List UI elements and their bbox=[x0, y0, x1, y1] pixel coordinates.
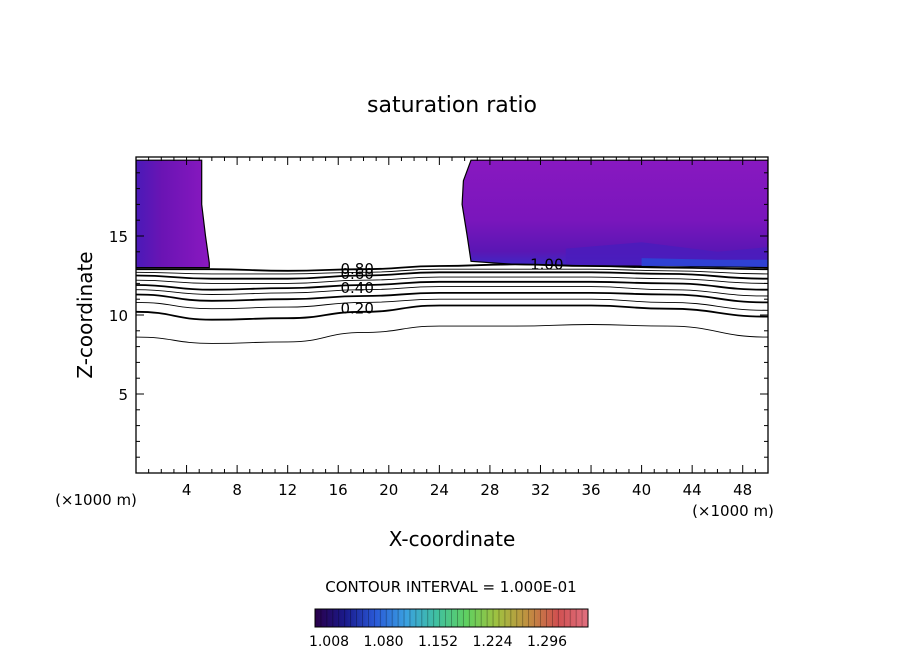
contour-line bbox=[136, 298, 768, 311]
contour-line bbox=[136, 271, 768, 280]
plot-area: 0.800.600.400.201.00 4 8 12 16 20 24 28 32 36 40 4… bbox=[109, 156, 769, 499]
y-tick-label: 10 bbox=[109, 307, 128, 325]
contour-line bbox=[136, 286, 768, 297]
x-tick-label: 40 bbox=[632, 481, 651, 499]
contour-line bbox=[136, 268, 768, 275]
y-axis-label: Z-coordinate bbox=[73, 251, 97, 378]
contour-labels: 0.800.600.40 0.20 1.00 bbox=[340, 255, 563, 317]
x-tick-label: 16 bbox=[329, 481, 348, 499]
contour-line bbox=[136, 263, 768, 272]
contour-label: 1.00 bbox=[530, 255, 563, 273]
contour-label: 0.20 bbox=[340, 300, 373, 318]
shade-band bbox=[641, 258, 768, 267]
colorbar-tick-label: 1.008 bbox=[309, 634, 349, 650]
colorbar-bands bbox=[320, 609, 583, 627]
x-tick-label: 48 bbox=[733, 481, 752, 499]
x-tick-label: 20 bbox=[379, 481, 398, 499]
x-tick-label: 32 bbox=[531, 481, 550, 499]
colorbar-tick-labels: 1.008 1.080 1.152 1.224 1.296 bbox=[309, 634, 567, 650]
contour-line bbox=[136, 292, 768, 304]
contour-interval-text: CONTOUR INTERVAL = 1.000E-01 bbox=[325, 578, 576, 596]
filled-regions bbox=[136, 159, 768, 269]
contour-line bbox=[136, 304, 768, 321]
x-tick-label: 12 bbox=[278, 481, 297, 499]
contour-lines bbox=[136, 263, 768, 344]
y-tick-label: 15 bbox=[109, 228, 128, 246]
x-tick-label: 24 bbox=[430, 481, 449, 499]
contour-line bbox=[136, 324, 768, 344]
x-tick-label: 44 bbox=[683, 481, 702, 499]
contour-label: 0.60 bbox=[340, 265, 373, 283]
filled-region-left bbox=[136, 159, 210, 269]
x-tick-label: 4 bbox=[182, 481, 192, 499]
y-tick-label: 5 bbox=[118, 386, 128, 404]
x-axis-label: X-coordinate bbox=[389, 527, 516, 551]
x-tick-label: 8 bbox=[232, 481, 242, 499]
colorbar-tick-label: 1.152 bbox=[418, 634, 458, 650]
x-tick-label: 28 bbox=[480, 481, 499, 499]
colorbar-tick-label: 1.224 bbox=[472, 634, 512, 650]
colorbar-tick-label: 1.080 bbox=[363, 634, 403, 650]
colorbar-swatch bbox=[315, 609, 588, 627]
colorbar-tick-label: 1.296 bbox=[527, 634, 567, 650]
contour-line bbox=[136, 276, 768, 284]
colorbar-frame bbox=[314, 608, 589, 628]
colorbar: 1.008 1.080 1.152 1.224 1.296 bbox=[309, 608, 589, 650]
contour-label: 0.40 bbox=[340, 279, 373, 297]
x-unit-right: (×1000 m) bbox=[692, 502, 774, 520]
chart-title: saturation ratio bbox=[367, 93, 537, 118]
x-tick-label: 36 bbox=[581, 481, 600, 499]
contour-label: 0.80 bbox=[340, 260, 373, 278]
x-unit-left: (×1000 m) bbox=[55, 491, 137, 509]
contour-line bbox=[136, 280, 768, 291]
